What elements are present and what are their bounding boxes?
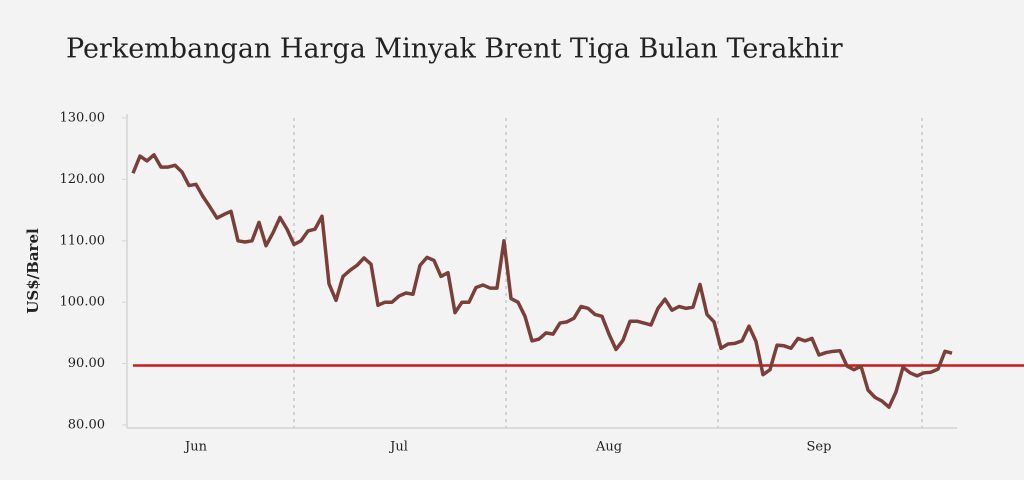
chart-title: Perkembangan Harga Minyak Brent Tiga Bul… [66, 34, 843, 65]
y-tick-label: 90.00 [68, 356, 105, 371]
x-tick-label: Jul [388, 440, 408, 455]
y-tick-label: 130.00 [60, 111, 106, 126]
y-tick-label: 100.00 [60, 295, 106, 310]
month-dividers [293, 118, 923, 432]
y-axis-label: US$/Barel [24, 228, 42, 314]
x-tick-label: Sep [807, 440, 832, 455]
y-tick-label: 120.00 [60, 172, 106, 187]
y-tick-label: 110.00 [60, 233, 106, 248]
x-tick-label: Jun [183, 440, 208, 455]
y-tick-label: 80.00 [68, 418, 105, 433]
x-tick-label: Aug [595, 440, 622, 455]
price-line [131, 153, 953, 409]
